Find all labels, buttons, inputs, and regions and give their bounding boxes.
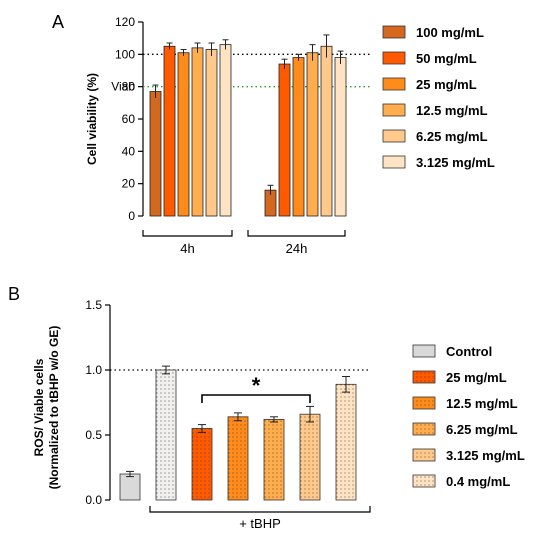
legend-label: 50 mg/mL <box>416 51 477 66</box>
bar-texture <box>336 384 356 500</box>
reference-line-label: Viab <box>111 80 135 94</box>
group-label: 4h <box>180 241 194 256</box>
legend-label: 3.125 mg/mL <box>446 448 525 463</box>
bar <box>334 57 347 217</box>
y-tick-label: 0.5 <box>85 428 102 442</box>
bar <box>191 47 204 217</box>
y-tick-label: 20 <box>122 177 136 191</box>
bar <box>219 44 232 217</box>
legend-swatch-texture <box>413 475 435 487</box>
legend-swatch <box>382 129 406 143</box>
chart-b: 0.0 0.5 1.0 1.5 ROS/ Viable cells (Normalized… <box>32 298 371 531</box>
legend-swatch <box>382 77 406 91</box>
y-tick-label: 80 <box>122 80 136 94</box>
bar <box>119 473 141 501</box>
significance-star: * <box>252 373 261 398</box>
bar-texture <box>192 428 212 500</box>
y-axis-title: ROS/ Viable cells <box>32 358 46 456</box>
bar-texture <box>228 416 248 500</box>
panel-a-label: A <box>52 12 64 32</box>
y-tick-label: 60 <box>122 112 136 126</box>
legend-swatch <box>382 155 406 169</box>
y-tick-label: 1.0 <box>85 363 102 377</box>
group-label: + tBHP <box>239 516 281 531</box>
y-tick-label: 0 <box>128 209 135 223</box>
legend-b: Control 25 mg/mL 12.5 mg/mL 6.25 mg/mL 3.125… <box>412 344 525 489</box>
legend-swatch-texture <box>413 397 435 409</box>
bar <box>177 52 190 217</box>
y-tick-label: 100 <box>115 47 135 61</box>
y-tick-label: 120 <box>115 15 135 29</box>
legend-label: 6.25 mg/mL <box>446 422 518 437</box>
legend-label: 12.5 mg/mL <box>416 103 488 118</box>
legend-swatch-texture <box>413 423 435 435</box>
bar-texture <box>264 419 284 500</box>
y-axis-title: Cell viability (%) <box>85 73 99 165</box>
legend-label: 3.125 mg/mL <box>416 155 495 170</box>
bar <box>292 57 305 217</box>
group-label: 24h <box>286 241 308 256</box>
legend-swatch <box>412 344 436 358</box>
legend-swatch <box>382 51 406 65</box>
legend-label: 0.4 mg/mL <box>446 474 510 489</box>
y-tick-label: 1.5 <box>85 298 102 312</box>
bar <box>320 45 333 217</box>
chart-a: 0 20 40 60 80 100 120 Cell viability (%) Viab 4h 2… <box>85 15 370 256</box>
legend-swatch-texture <box>413 371 435 383</box>
legend-label: 25 mg/mL <box>416 77 477 92</box>
group-bracket <box>142 230 233 237</box>
y-tick-label: 40 <box>122 144 136 158</box>
legend-label: 25 mg/mL <box>446 370 507 385</box>
panel-b-label: B <box>8 284 20 304</box>
bar-texture <box>156 370 176 500</box>
group-bracket <box>247 230 346 237</box>
bar <box>149 91 162 217</box>
legend-swatch <box>382 25 406 39</box>
bar <box>306 52 319 217</box>
bar <box>163 45 176 217</box>
bar <box>205 49 218 217</box>
significance-bracket <box>201 394 311 403</box>
group-bracket <box>149 506 371 513</box>
legend-label: Control <box>446 344 492 359</box>
legend-label: 6.25 mg/mL <box>416 129 488 144</box>
legend-a: 100 mg/mL 50 mg/mL 25 mg/mL 12.5 mg/mL 6.25 … <box>382 25 495 170</box>
y-axis-title-line2: (Normalized to tBHP w/o GE) <box>47 326 61 490</box>
legend-swatch <box>382 103 406 117</box>
bar-texture <box>300 414 320 500</box>
bar <box>278 63 291 217</box>
legend-label: 100 mg/mL <box>416 25 484 40</box>
legend-swatch-texture <box>413 449 435 461</box>
y-tick-label: 0.0 <box>85 493 102 507</box>
legend-label: 12.5 mg/mL <box>446 396 518 411</box>
